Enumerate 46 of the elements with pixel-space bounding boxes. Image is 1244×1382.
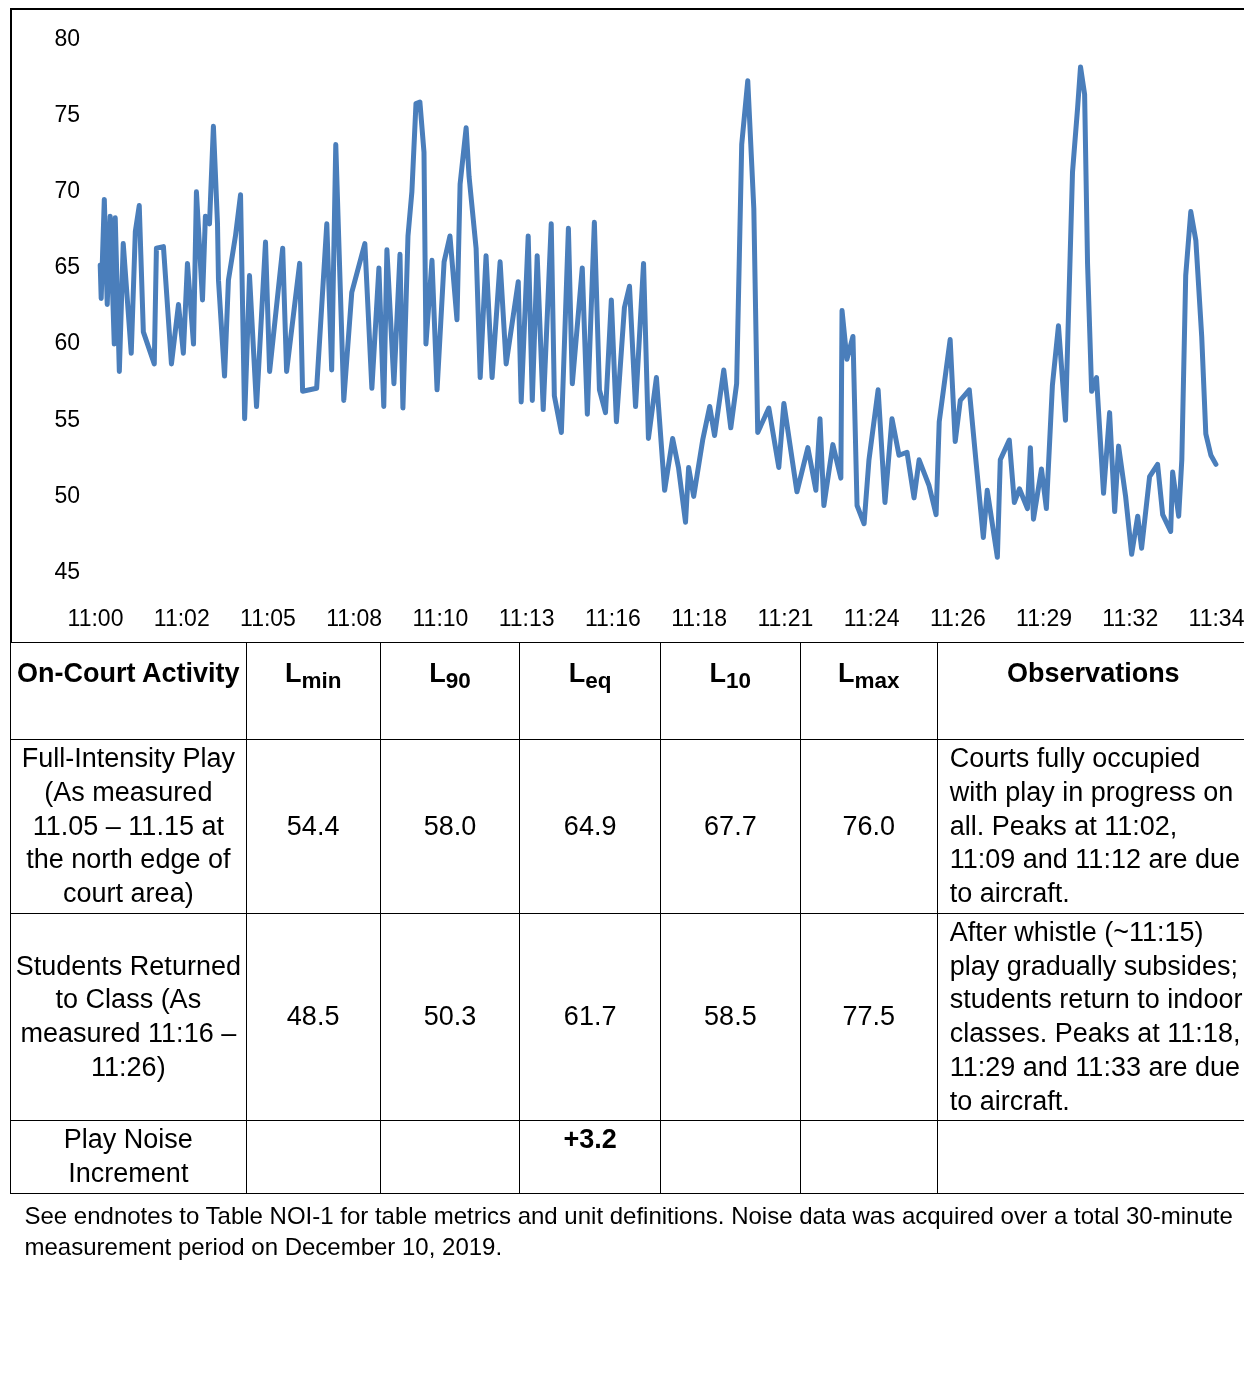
x-tick-label: 11:21 bbox=[757, 605, 814, 632]
text: 76.0 bbox=[842, 810, 896, 841]
category-label: Full-Intensity Play (As measured 11.05 – 11.15 at the north edge of court area) bbox=[21, 743, 235, 908]
y-tick-label: 55 bbox=[54, 405, 80, 432]
text: 48.5 bbox=[286, 1001, 340, 1032]
y-tick-label: 65 bbox=[54, 253, 80, 280]
x-tick-label: 11:08 bbox=[326, 605, 383, 632]
category-label: On-Court Activity bbox=[10, 642, 247, 740]
category-label: Play Noise Increment bbox=[63, 1124, 193, 1188]
y-tick-label: 80 bbox=[54, 24, 80, 51]
x-tick-label: 11:00 bbox=[67, 605, 124, 632]
x-tick-label: 11:05 bbox=[240, 605, 296, 632]
text: 50.3 bbox=[423, 1001, 477, 1032]
x-tick-label: 11:18 bbox=[671, 605, 728, 632]
x-tick-label: 11:13 bbox=[498, 605, 555, 632]
text: Courts fully occupied with play in progress on all. Peaks at 11:02, 11:09 and 11:12 are due to aircraft. bbox=[949, 743, 1240, 908]
category-label: Students Returned to Class (As measured 11:16 – 11:26) bbox=[15, 950, 241, 1082]
x-tick-label: 11:29 bbox=[1016, 605, 1072, 632]
y-tick-label: 70 bbox=[54, 177, 80, 204]
x-tick-label: 11:02 bbox=[153, 605, 210, 632]
x-tick-label: 11:24 bbox=[843, 605, 900, 632]
x-tick-label: 11:10 bbox=[412, 605, 469, 632]
text: 77.5 bbox=[842, 1001, 896, 1032]
category-label: L$_{10}$ bbox=[660, 642, 801, 740]
category-label: Observations bbox=[937, 642, 1244, 740]
y-tick-label: 60 bbox=[54, 329, 80, 356]
y-tick-label: 50 bbox=[54, 481, 80, 508]
x-tick-label: 11:32 bbox=[1102, 605, 1159, 632]
y-tick-label: 45 bbox=[54, 557, 80, 584]
category-label: L$_{max}$ bbox=[800, 642, 938, 740]
x-tick-label: 11:34 bbox=[1188, 605, 1244, 632]
text: 58.0 bbox=[423, 810, 477, 841]
category-label: L$_{min}$ bbox=[246, 642, 381, 740]
text: See endnotes to Table NOI-1 for table metrics and unit definitions. Noise data was acquired over a total 30-minute measurement period on December 10, 2019. bbox=[10, 1193, 1244, 1271]
x-tick-label: 11:16 bbox=[584, 605, 641, 632]
text: 54.4 bbox=[286, 810, 340, 841]
category-label: L$_{90}$ bbox=[380, 642, 520, 740]
text: 58.5 bbox=[704, 1001, 757, 1032]
text: After whistle (~11:15) play gradually subsides; students return to indoor classes. Peaks at 11:18, 11:29 and 11:33 are due to aircraft. bbox=[949, 916, 1243, 1116]
text: 67.7 bbox=[704, 810, 757, 841]
text: 64.9 bbox=[563, 810, 617, 841]
x-tick-label: 11:26 bbox=[929, 605, 986, 632]
text: +3.2 bbox=[563, 1124, 617, 1155]
category-label: L$_{eq}$ bbox=[519, 642, 661, 740]
y-tick-label: 75 bbox=[54, 101, 80, 127]
text: 61.7 bbox=[563, 1001, 617, 1032]
